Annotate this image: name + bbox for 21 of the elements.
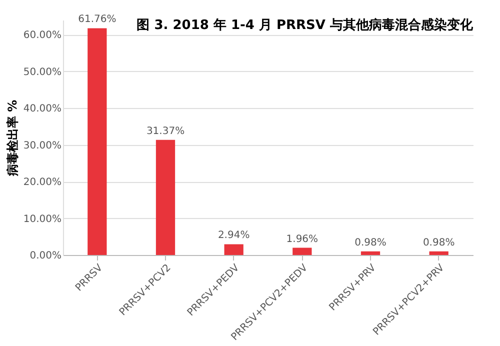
data-label: 31.37% <box>146 126 185 137</box>
data-label: 2.94% <box>218 230 250 242</box>
data-label: 61.76% <box>78 14 116 26</box>
y-axis-title: 病毒检出率 % <box>5 100 20 178</box>
bar <box>224 244 244 255</box>
bar <box>360 251 380 255</box>
data-label: 0.98% <box>354 237 386 248</box>
bar <box>156 140 176 255</box>
data-label: 0.98% <box>422 237 455 248</box>
y-tick-label: 50.00% <box>23 66 62 78</box>
y-tick-label: 20.00% <box>23 177 62 188</box>
y-tick-label: 0.00% <box>30 250 62 262</box>
y-tick-label: 10.00% <box>23 214 62 225</box>
chart-title: 图 3. 2018 年 1-4 月 PRRSV 与其他病毒混合感染变化 <box>136 17 474 34</box>
bar <box>429 251 448 255</box>
y-tick-label: 30.00% <box>23 140 62 152</box>
y-tick-label: 60.00% <box>23 30 62 42</box>
data-label: 1.96% <box>286 234 318 245</box>
bar <box>88 28 107 255</box>
bar <box>292 248 312 255</box>
y-tick-label: 40.00% <box>23 104 62 115</box>
